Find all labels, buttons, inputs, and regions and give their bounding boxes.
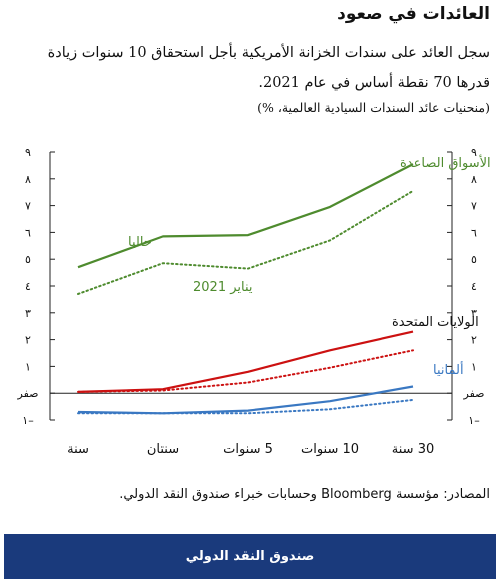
chart-axes: ٩ ٩ ٨ ٨ ٧ ٧ ٦ ٦ ٥ ٥ ٤ ٤ ٣ ٣ ٢ ٢ ١ ١ صفر صفر ١– ١– سنة سنتان 5 سن… [17, 146, 485, 457]
y-tick-label-right: ٩ [471, 146, 477, 159]
y-tick-label-right: ١– [468, 414, 479, 427]
y-tick-label-right: ٢ [471, 334, 477, 347]
series-line-de_now [77, 385, 414, 415]
y-tick-label-left: ٤ [25, 280, 31, 293]
label-emerging-markets: الأسواق الصاعدة [400, 154, 491, 171]
y-tick-label-right: ٤ [471, 280, 477, 293]
y-tick-label-right: ٥ [471, 253, 477, 266]
series-line-us_jan [77, 349, 414, 393]
x-tick-label: سنتان [147, 442, 179, 457]
y-tick-label-right: ٧ [471, 200, 477, 213]
x-tick-label: سنة [67, 442, 89, 457]
footer-label: صندوق النقد الدولي [185, 549, 315, 564]
y-tick-label-right: ٣ [471, 307, 477, 320]
series-line-de_jan [77, 398, 414, 415]
y-tick-label-left: ١ [25, 360, 31, 373]
y-tick-label-left: ٦ [25, 226, 31, 239]
y-tick-label-left: صفر [17, 387, 39, 400]
y-tick-label-left: ٥ [25, 253, 31, 266]
chart-title: العائدات في صعود [337, 4, 490, 24]
y-tick-label-right: ١ [471, 360, 477, 373]
y-tick-label-left: ٢ [25, 334, 31, 347]
series-line-us_now [77, 330, 414, 393]
y-tick-label-left: ٧ [25, 200, 31, 213]
y-tick-label-right: صفر [463, 387, 485, 400]
imf-footer-banner: صندوق النقد الدولي [4, 534, 496, 579]
yield-curve-chart: ٩ ٩ ٨ ٨ ٧ ٧ ٦ ٦ ٥ ٥ ٤ ٤ ٣ ٣ ٢ ٢ ١ ١ صفر صفر ١– ١– سنة سنتان 5 سن… [17, 146, 491, 457]
y-tick-label-left: ١– [22, 414, 33, 427]
series-line-em_now [77, 163, 414, 269]
y-tick-label-left: ٩ [25, 146, 31, 159]
x-tick-label: 5 سنوات [223, 442, 273, 457]
source-note: المصادر: مؤسسة Bloomberg وحسابات خبراء ص… [119, 487, 490, 502]
y-tick-label-left: ٣ [25, 307, 31, 320]
label-germany: ألمانيا [433, 361, 464, 378]
chart-subtitle: سجل العائد على سندات الخزانة الأمريكية ب… [47, 45, 490, 91]
label-united-states: الولايات المتحدة [392, 315, 479, 330]
x-tick-label: 30 سنة [392, 442, 434, 457]
x-tick-label: 10 سنوات [301, 442, 359, 457]
chart-lines [77, 163, 414, 415]
y-tick-label-left: ٨ [25, 173, 31, 186]
y-tick-label-right: ٦ [471, 226, 477, 239]
chart-units-note: (منحنيات عائد السندات السيادية العالمية،… [257, 100, 490, 115]
label-current: حاليا [128, 235, 152, 250]
y-tick-label-right: ٨ [471, 173, 477, 186]
chart-annotations: الأسواق الصاعدة حاليا يناير 2021 الولايا… [128, 154, 491, 378]
series-line-em_jan [77, 189, 414, 295]
label-jan-2021: يناير 2021 [193, 280, 253, 295]
